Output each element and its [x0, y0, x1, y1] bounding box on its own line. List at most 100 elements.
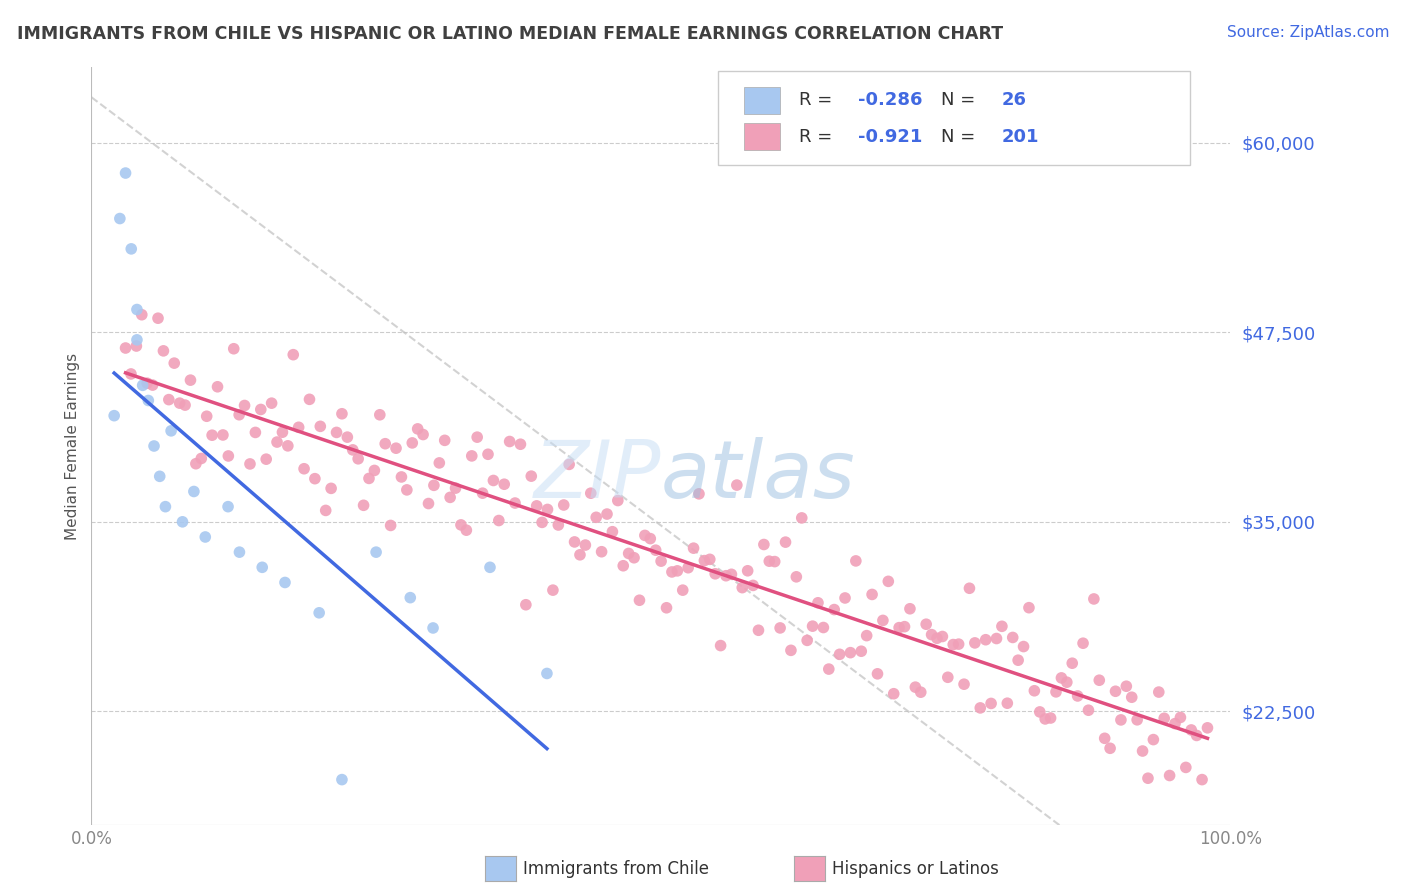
Point [342, 442, 364, 457]
Point [623, 550, 645, 565]
Point [1077, 703, 1099, 717]
Point [1109, 713, 1132, 727]
Point [249, 402, 271, 417]
Point [817, 662, 839, 676]
Point [391, 470, 413, 484]
Text: -0.921: -0.921 [858, 128, 922, 145]
Point [482, 474, 505, 488]
Point [574, 538, 596, 552]
Point [780, 643, 803, 657]
Text: Source: ZipAtlas.com: Source: ZipAtlas.com [1226, 25, 1389, 40]
Point [325, 425, 347, 440]
Point [851, 644, 873, 658]
Point [1099, 741, 1122, 756]
Point [363, 463, 385, 477]
Point [494, 477, 516, 491]
Point [704, 566, 727, 581]
Point [399, 591, 422, 605]
Text: R =: R = [799, 91, 838, 109]
Point [1164, 716, 1187, 731]
Point [103, 409, 125, 423]
Point [1039, 711, 1062, 725]
Point [260, 396, 283, 410]
Point [450, 517, 472, 532]
Point [1136, 771, 1159, 785]
Point [152, 343, 174, 358]
Point [925, 632, 948, 646]
Point [591, 545, 613, 559]
Point [536, 666, 558, 681]
Point [872, 614, 894, 628]
Text: 26: 26 [1001, 91, 1026, 109]
Text: atlas: atlas [661, 437, 856, 516]
Point [207, 380, 229, 394]
Point [834, 591, 856, 605]
Point [184, 457, 207, 471]
Point [374, 436, 396, 450]
Point [461, 449, 484, 463]
Point [893, 620, 915, 634]
Point [693, 553, 716, 567]
Point [628, 593, 651, 607]
Point [980, 697, 1002, 711]
Point [860, 587, 883, 601]
Point [688, 487, 710, 501]
Point [212, 428, 235, 442]
Point [898, 601, 921, 615]
Point [936, 670, 959, 684]
Point [222, 342, 245, 356]
Point [1050, 671, 1073, 685]
Point [1056, 675, 1078, 690]
Point [347, 451, 370, 466]
Point [602, 524, 624, 539]
Point [201, 428, 224, 442]
Point [217, 500, 239, 514]
Point [655, 600, 678, 615]
Point [915, 617, 938, 632]
Point [682, 541, 704, 556]
Point [877, 574, 900, 589]
Point [330, 407, 353, 421]
Point [114, 341, 136, 355]
Point [959, 581, 981, 595]
Point [1071, 636, 1094, 650]
Point [904, 680, 927, 694]
Text: Immigrants from Chile: Immigrants from Chile [523, 860, 709, 878]
Point [228, 545, 250, 559]
Point [931, 630, 953, 644]
Point [169, 396, 191, 410]
Point [1007, 653, 1029, 667]
Point [720, 567, 742, 582]
Point [160, 424, 183, 438]
Point [433, 434, 456, 448]
Point [1062, 657, 1084, 671]
Point [1153, 711, 1175, 725]
Point [953, 677, 976, 691]
Point [423, 478, 446, 492]
Point [274, 575, 297, 590]
Point [790, 511, 813, 525]
Point [553, 498, 575, 512]
Text: -0.286: -0.286 [858, 91, 922, 109]
Point [775, 535, 797, 549]
Point [617, 546, 640, 560]
Point [986, 632, 1008, 646]
Point [963, 636, 986, 650]
Point [149, 469, 172, 483]
Point [478, 560, 501, 574]
Point [1066, 689, 1088, 703]
Point [948, 637, 970, 651]
Point [883, 687, 905, 701]
Point [336, 430, 359, 444]
Point [395, 483, 418, 497]
Point [125, 302, 148, 317]
Point [292, 461, 315, 475]
Point [568, 548, 591, 562]
FancyBboxPatch shape [718, 70, 1191, 166]
Text: ZIP: ZIP [533, 437, 661, 516]
Point [644, 543, 666, 558]
Point [796, 633, 818, 648]
Point [283, 348, 305, 362]
Point [742, 578, 765, 592]
Point [661, 565, 683, 579]
